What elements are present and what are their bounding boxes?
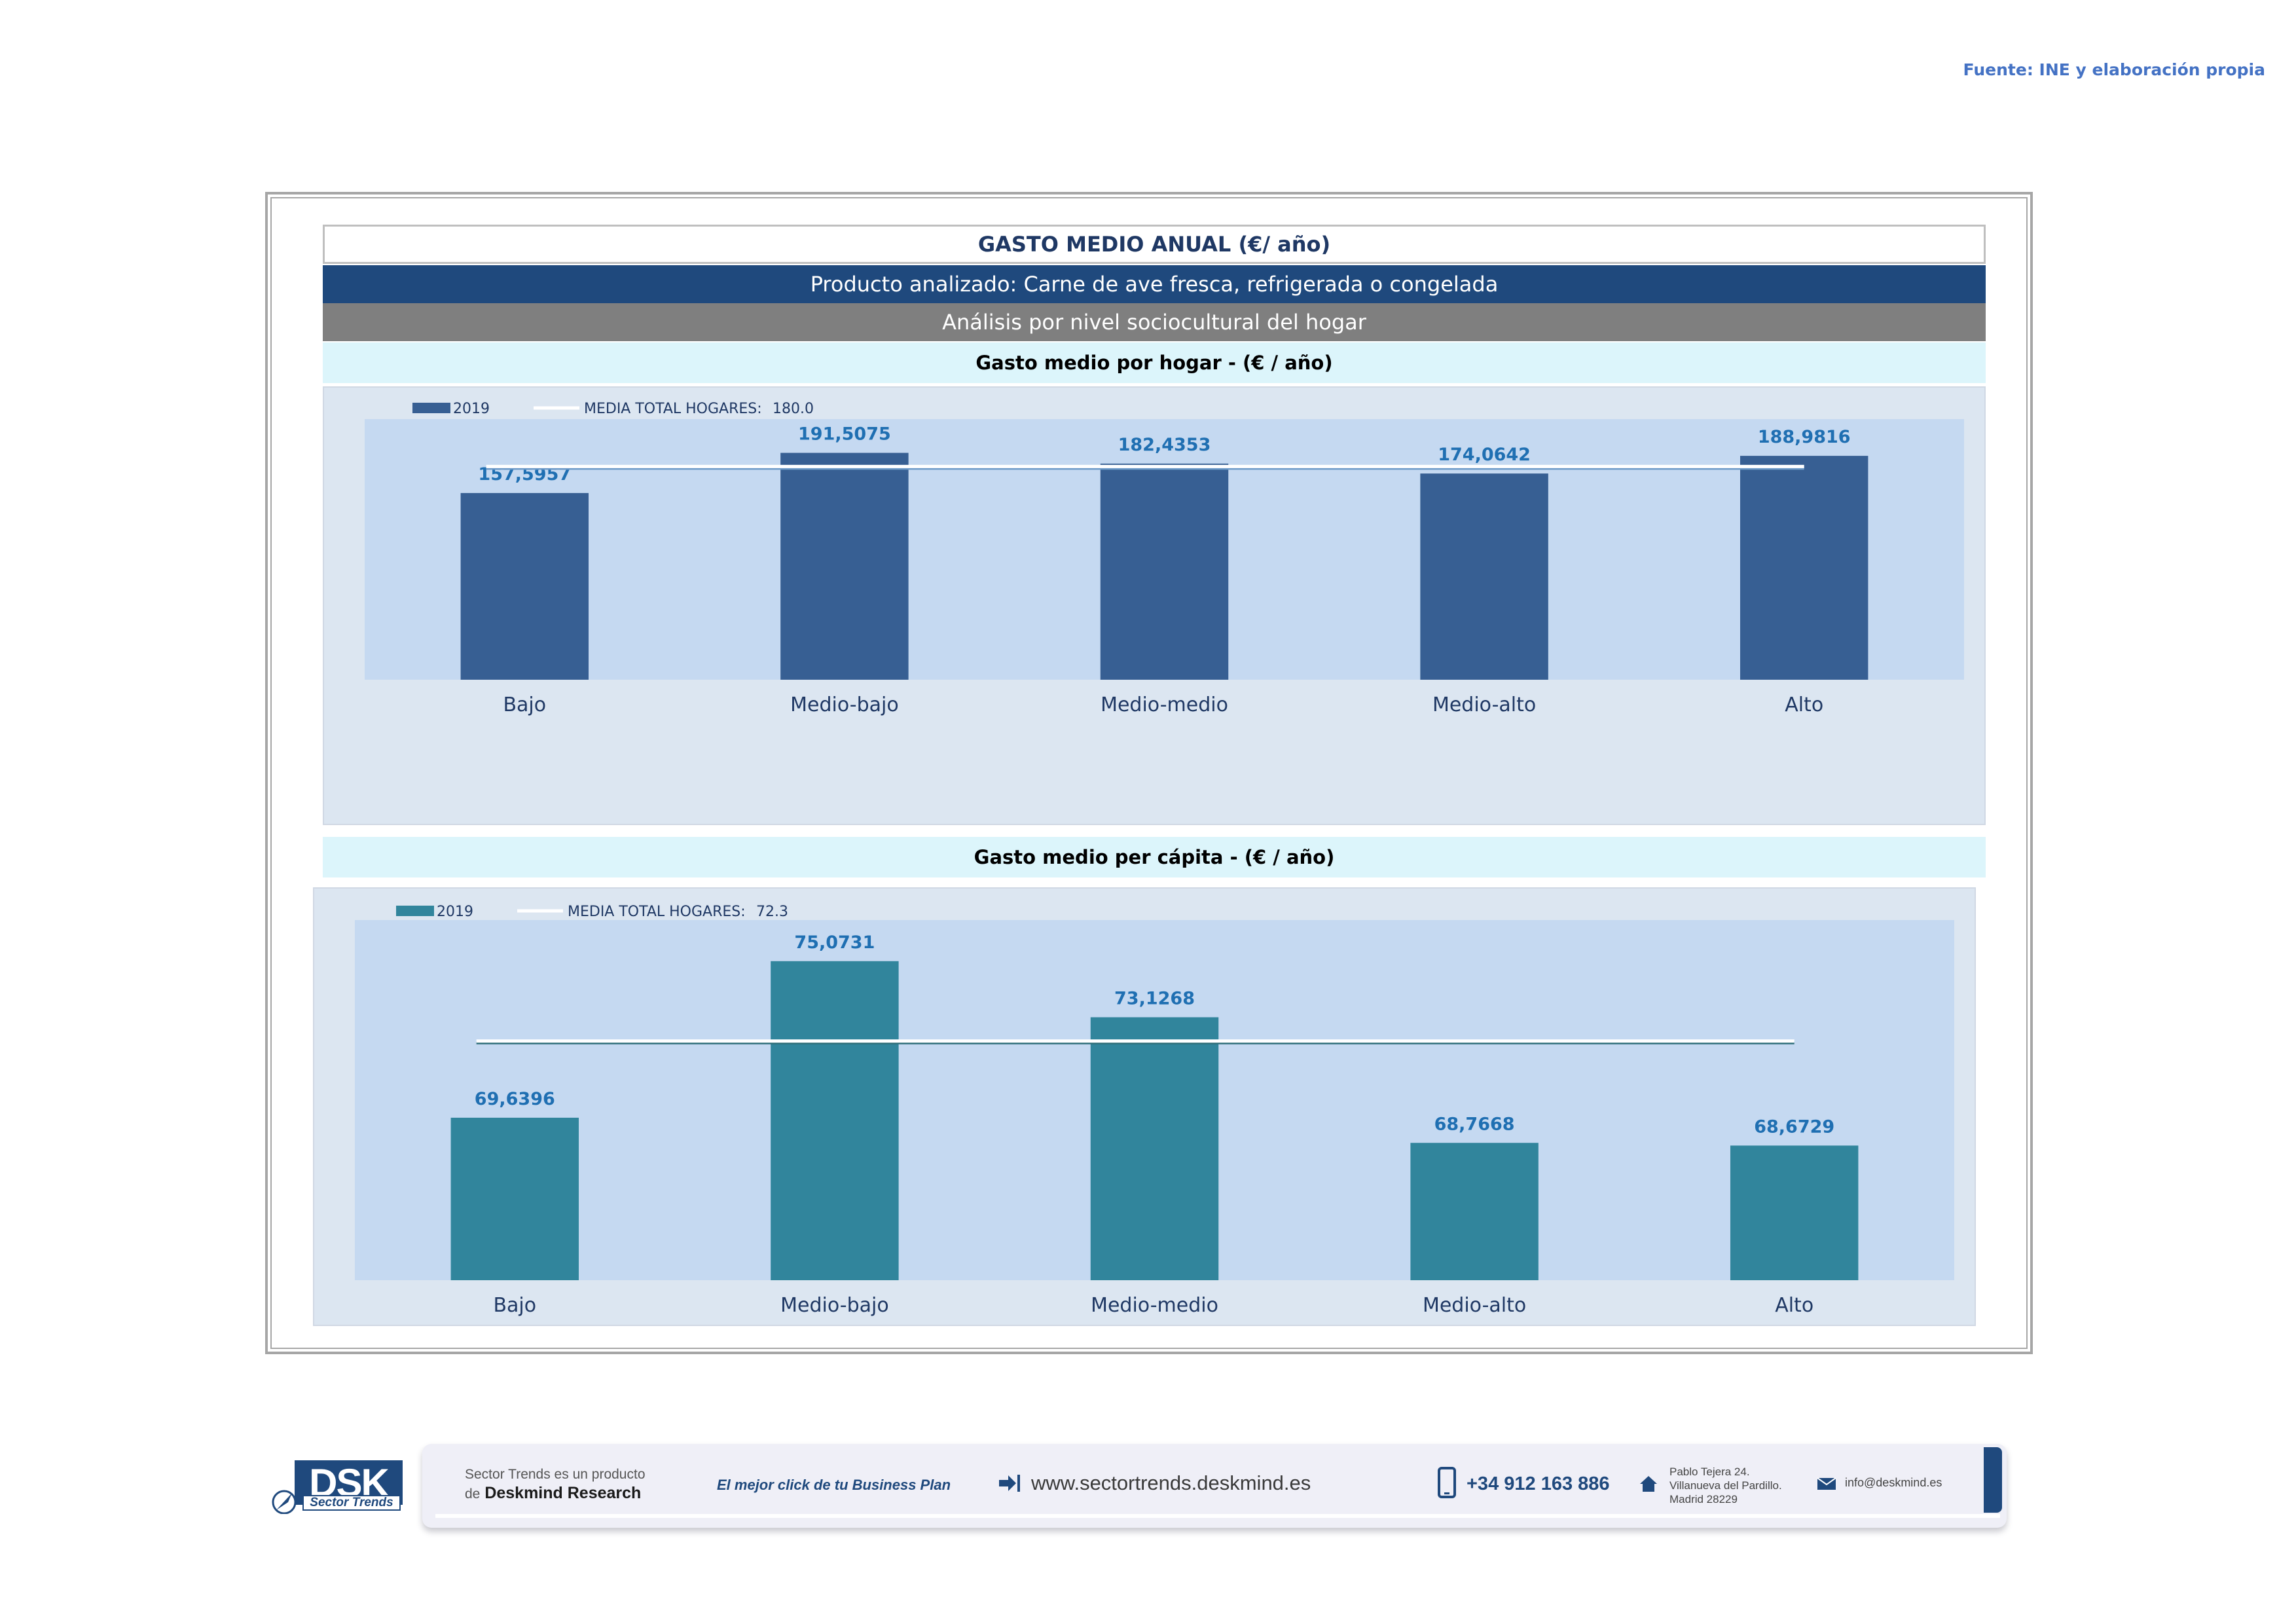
dsk-logo-subtitle: Sector Trends: [302, 1495, 401, 1511]
data-label: 174,0642: [1438, 445, 1531, 465]
link-arrow-icon: [998, 1472, 1021, 1494]
data-label: 73,1268: [1114, 988, 1195, 1008]
analysis-banner: Análisis por nivel sociocultural del hog…: [323, 303, 1986, 341]
footer-phone: +34 912 163 886: [1467, 1473, 1610, 1494]
bar: [1740, 456, 1868, 680]
category-label: Medio-alto: [1423, 1294, 1526, 1317]
data-label: 68,6729: [1754, 1116, 1834, 1137]
product-banner: Producto analizado: Carne de ave fresca,…: [323, 265, 1986, 303]
legend-average-value: 180.0: [773, 401, 814, 417]
data-label: 68,7668: [1434, 1114, 1515, 1134]
chart-capita: 2019 MEDIA TOTAL HOGARES: 72.3 69,6396 Bajo 7…: [355, 904, 1954, 1317]
category-label: Medio-bajo: [790, 693, 899, 716]
category-label: Bajo: [493, 1294, 536, 1317]
footer-product-line2: de Deskmind Research: [465, 1484, 641, 1503]
bar: [1100, 463, 1229, 680]
category-label: Medio-alto: [1432, 693, 1536, 716]
footer-website[interactable]: www.sectortrends.deskmind.es: [1031, 1471, 1311, 1494]
bar: [1090, 1017, 1219, 1280]
footer-product-line1: Sector Trends es un producto: [465, 1467, 646, 1482]
bar: [1420, 473, 1548, 680]
footer-banner: [422, 1444, 2007, 1528]
bar: [460, 492, 589, 680]
report-frame: [265, 192, 2033, 1354]
category-label: Medio-bajo: [780, 1294, 889, 1317]
footer-slogan: El mejor click de tu Business Plan: [717, 1477, 951, 1493]
category-label: Bajo: [503, 693, 546, 716]
legend-average-value: 72.3: [756, 904, 788, 920]
footer-address-line: Villanueva del Pardillo.: [1669, 1479, 1782, 1492]
bar: [771, 961, 899, 1280]
bar: [1730, 1145, 1859, 1280]
chart-panel-capita: 2019 MEDIA TOTAL HOGARES: 72.3 69,6396 Bajo 7…: [313, 887, 1976, 1326]
chart-title-capita: Gasto medio per cápita - (€ / año): [323, 837, 1986, 877]
report-title: GASTO MEDIO ANUAL (€/ año): [323, 225, 1986, 264]
report-frame-inner: [270, 197, 2028, 1349]
category-label: Medio-medio: [1091, 1294, 1218, 1317]
footer-email[interactable]: info@deskmind.es: [1845, 1476, 1942, 1489]
data-label: 69,6396: [475, 1089, 555, 1109]
arrow-cursor-icon: [268, 1488, 301, 1515]
data-label: 182,4353: [1118, 435, 1211, 455]
legend-label-average: MEDIA TOTAL HOGARES:: [568, 904, 746, 920]
data-label: 188,9816: [1758, 427, 1851, 447]
home-icon: [1639, 1475, 1658, 1493]
source-note: Fuente: INE y elaboración propia: [1963, 60, 2265, 79]
legend-label-series: 2019: [453, 401, 490, 417]
footer-address: Pablo Tejera 24. Villanueva del Pardillo…: [1669, 1465, 1782, 1506]
legend-label-average: MEDIA TOTAL HOGARES:: [584, 401, 762, 417]
footer-accent: [1984, 1447, 2002, 1513]
bar: [450, 1117, 579, 1280]
data-label: 191,5075: [798, 424, 891, 445]
footer-product-prefix: de: [465, 1486, 481, 1502]
data-label: 75,0731: [794, 932, 875, 953]
footer-brand: Deskmind Research: [484, 1484, 642, 1502]
bar: [780, 452, 909, 680]
category-label: Alto: [1785, 693, 1823, 716]
phone-icon: [1437, 1467, 1458, 1500]
footer-divider: [435, 1514, 2000, 1518]
category-label: Alto: [1775, 1294, 1813, 1317]
bar: [1410, 1143, 1539, 1280]
chart-title-hogar: Gasto medio por hogar - (€ / año): [323, 342, 1986, 383]
legend-swatch-series: [412, 403, 450, 413]
chart-hogar: 2019 MEDIA TOTAL HOGARES: 180.0157,5957Baj…: [365, 401, 1964, 716]
footer-address-line: Madrid 28229: [1669, 1493, 1738, 1505]
legend-swatch-series: [396, 906, 434, 916]
footer-address-line: Pablo Tejera 24.: [1669, 1466, 1750, 1478]
category-label: Medio-medio: [1101, 693, 1228, 716]
chart-panel-hogar: 2019 MEDIA TOTAL HOGARES: 180.0 157,5957 Baj…: [323, 386, 1986, 825]
legend-label-series: 2019: [437, 904, 473, 920]
mail-icon: [1817, 1477, 1836, 1490]
